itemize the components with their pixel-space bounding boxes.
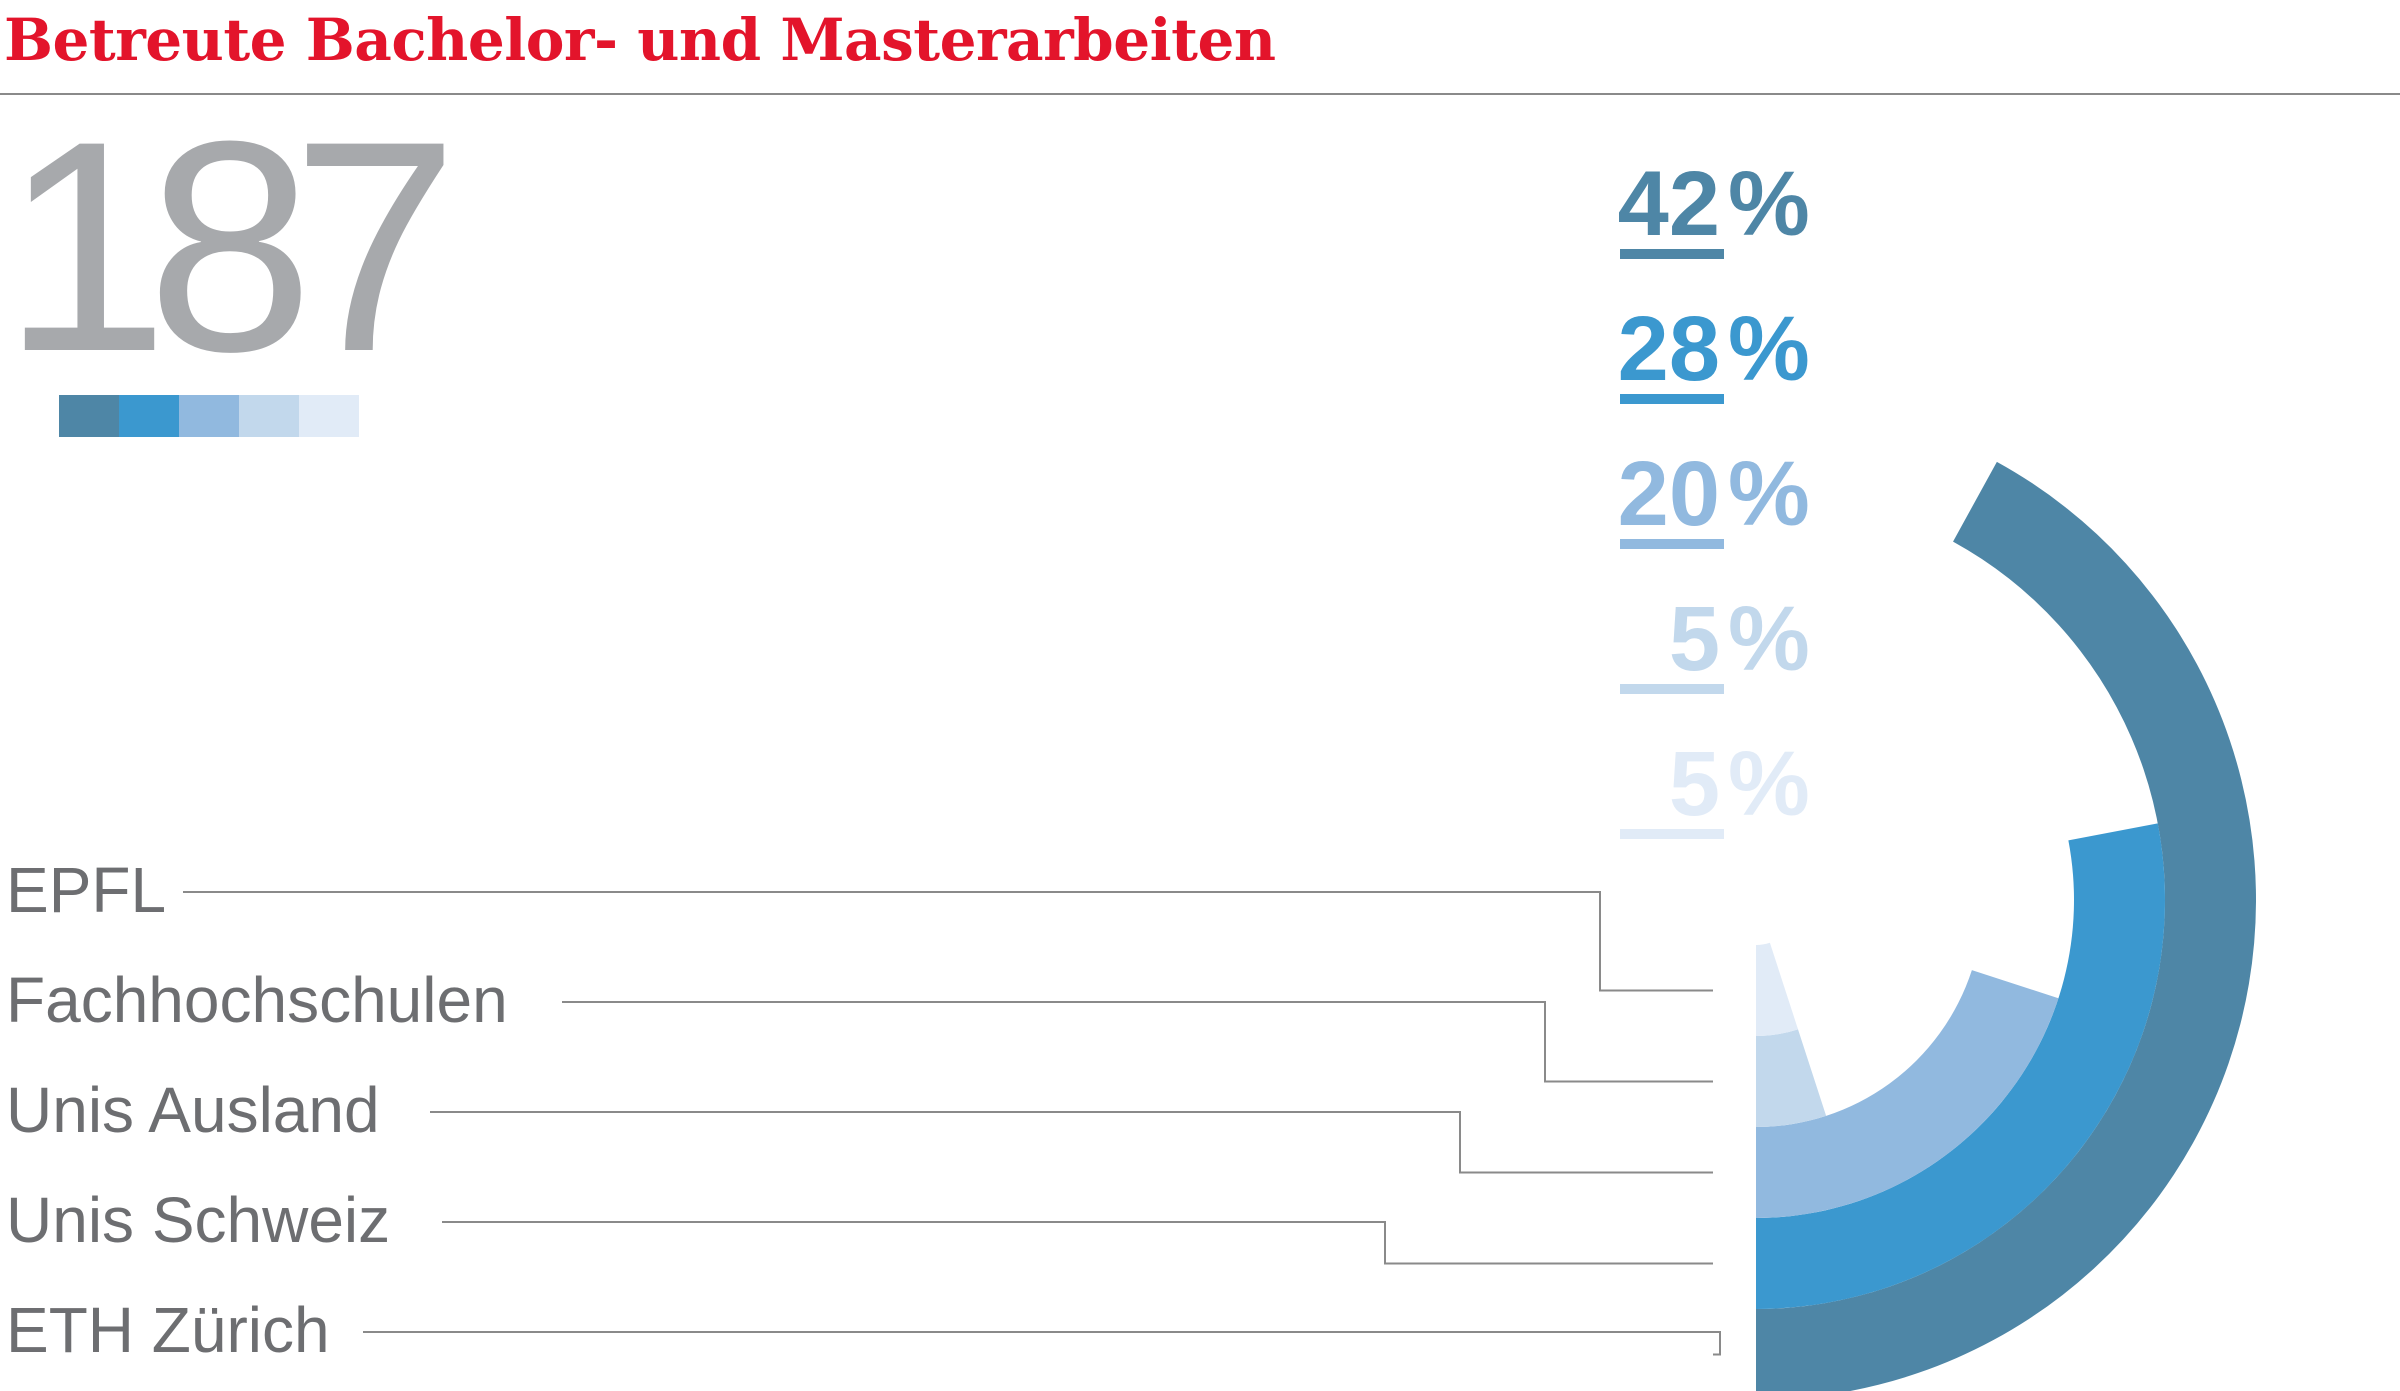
legend-swatch-3 — [179, 395, 239, 437]
percent-label: 20 — [1618, 443, 1720, 545]
ring-segment-unis-schweiz — [1756, 823, 2165, 1309]
percent-underline — [1620, 829, 1724, 839]
color-legend-strip — [59, 395, 359, 437]
legend-swatch-5 — [299, 395, 359, 437]
percent-sign: % — [1728, 298, 1810, 400]
category-label: EPFL — [6, 854, 166, 926]
category-label: ETH Zürich — [6, 1294, 330, 1366]
percent-sign: % — [1728, 443, 1810, 545]
percent-sign: % — [1728, 153, 1810, 255]
category-label: Fachhochschulen — [6, 964, 508, 1036]
ring-segment-epfl — [1756, 942, 1799, 1036]
percent-sign: % — [1728, 588, 1810, 690]
percent-label: 5 — [1669, 733, 1720, 835]
percent-underline — [1620, 684, 1724, 694]
percent-underline — [1620, 394, 1724, 404]
ring-segment-eth-z-rich — [1756, 461, 2256, 1391]
legend-swatch-4 — [239, 395, 299, 437]
percent-label: 5 — [1669, 588, 1720, 690]
percent-underline — [1620, 249, 1724, 259]
leader-line — [430, 1111, 1713, 1174]
leader-line — [562, 1001, 1713, 1083]
percent-label: 28 — [1618, 298, 1720, 400]
category-label: Unis Schweiz — [6, 1184, 390, 1256]
title-divider — [0, 93, 2400, 95]
leader-line — [183, 891, 1713, 992]
leader-line — [363, 1331, 1721, 1356]
chart-title: Betreute Bachelor- und Masterarbeiten — [4, 6, 1276, 74]
legend-swatch-2 — [119, 395, 179, 437]
total-count: 187 — [2, 78, 459, 414]
leader-line — [442, 1221, 1713, 1265]
percent-underline — [1620, 539, 1724, 549]
percent-label: 42 — [1618, 153, 1720, 255]
percent-sign: % — [1728, 733, 1810, 835]
category-label: Unis Ausland — [6, 1074, 380, 1146]
ring-segment-fachhochschulen — [1756, 1029, 1827, 1127]
legend-swatch-1 — [59, 395, 119, 437]
ring-segment-unis-ausland — [1756, 970, 2059, 1218]
